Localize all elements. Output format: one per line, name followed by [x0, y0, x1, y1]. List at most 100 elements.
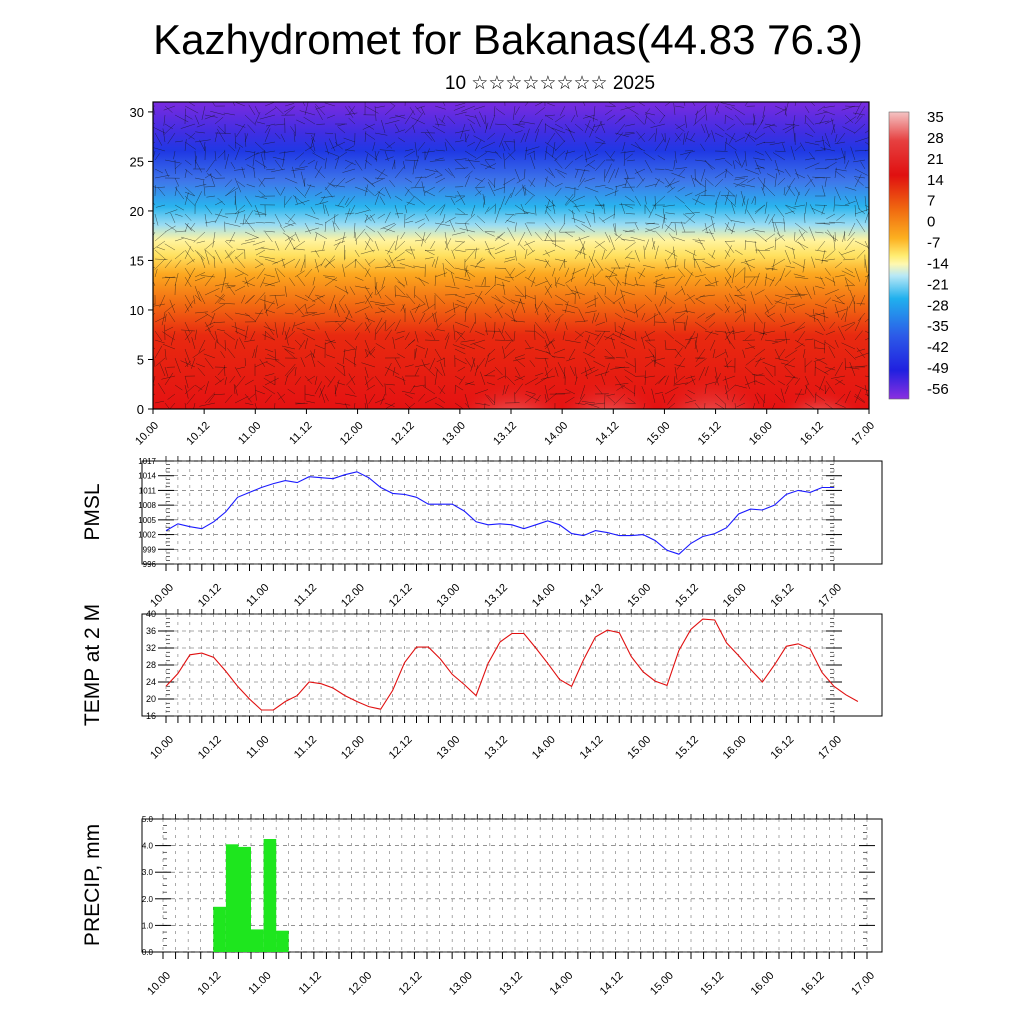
wind-vector [742, 307, 746, 323]
wind-vector [507, 227, 516, 242]
y-tick-label: 28 [146, 660, 156, 670]
wind-vector [544, 123, 555, 130]
wind-vector [844, 237, 855, 251]
wind-vector [834, 186, 842, 201]
wind-vector [614, 115, 626, 125]
wind-vector [196, 240, 206, 244]
wind-vector [254, 263, 264, 269]
wind-vector [643, 245, 646, 260]
wind-vector [435, 149, 446, 152]
heatmap-x-tick-label: 17.00 [849, 420, 877, 448]
wind-vector [764, 150, 773, 162]
wind-vector [487, 251, 496, 260]
wind-vector [529, 360, 536, 368]
wind-vector [365, 349, 376, 359]
wind-vector [194, 155, 197, 170]
wind-vector [634, 357, 636, 373]
wind-vector [724, 402, 727, 409]
wind-vector [244, 295, 255, 305]
wind-vector [423, 386, 436, 395]
wind-vector [724, 303, 730, 313]
wind-vector [287, 388, 296, 395]
wind-vector [814, 330, 824, 335]
wind-vector [582, 351, 596, 359]
wind-vector [503, 348, 516, 359]
wind-vector [554, 277, 560, 287]
wind-vector [258, 190, 266, 197]
y-tick-label: 20 [146, 694, 156, 704]
wind-vector [397, 281, 406, 287]
wind-vector [430, 332, 436, 341]
wind-vector [857, 312, 866, 322]
wind-vector [771, 222, 786, 224]
wind-vector [320, 195, 336, 199]
wind-vector [814, 357, 828, 365]
wind-vector [835, 393, 846, 405]
wind-vector [641, 386, 646, 395]
wind-vector [402, 161, 406, 170]
wind-vector [714, 303, 723, 311]
wind-vector [226, 285, 236, 289]
wind-vector [514, 249, 517, 261]
wind-vector [434, 256, 439, 269]
wind-vector [864, 393, 869, 397]
wind-vector [344, 197, 350, 206]
wind-vector [534, 118, 543, 134]
wind-vector [384, 362, 392, 377]
wind-vector [574, 169, 579, 179]
wind-vector [494, 123, 505, 126]
x-tick-label: 10.12 [196, 734, 224, 762]
wind-vector [694, 274, 706, 278]
wind-vector [330, 184, 346, 188]
wind-vector [470, 357, 476, 372]
wind-vector [764, 339, 778, 342]
wind-vector [444, 238, 452, 251]
wind-vector [455, 330, 466, 343]
wind-vector [605, 275, 616, 287]
wind-vector [489, 114, 496, 130]
wind-vector [444, 285, 460, 289]
wind-vector [474, 186, 482, 195]
wind-vector [345, 149, 356, 152]
wind-vector [167, 132, 176, 144]
wind-vector [659, 294, 666, 307]
wind-vector [780, 362, 796, 368]
wind-vector [319, 388, 326, 404]
wind-vector [374, 266, 391, 269]
wind-vector [494, 305, 504, 314]
wind-vector [174, 357, 181, 374]
wind-vector [704, 384, 707, 395]
wind-vector [364, 213, 372, 222]
wind-vector [214, 116, 224, 125]
wind-vector [634, 195, 641, 207]
wind-vector [195, 131, 206, 134]
wind-vector [784, 105, 787, 117]
wind-vector [316, 123, 326, 125]
wind-vector [255, 221, 266, 224]
wind-vector [782, 123, 796, 131]
wind-vector [385, 321, 396, 332]
wind-vector [637, 271, 646, 278]
wind-vector [374, 150, 380, 161]
wind-vector [164, 225, 176, 233]
wind-vector [224, 394, 233, 404]
wind-vector [464, 249, 476, 263]
wind-vector [316, 296, 326, 305]
wind-vector [414, 303, 420, 314]
wind-vector [604, 357, 615, 360]
wind-vector [774, 393, 784, 403]
wind-vector [184, 276, 191, 287]
wind-vector [447, 115, 456, 125]
y-tick-label: 1014 [138, 472, 156, 481]
wind-vector [262, 385, 276, 395]
wind-vector [266, 309, 276, 314]
wind-vector [414, 155, 420, 170]
wind-vector [254, 112, 261, 125]
wind-vector [406, 201, 416, 206]
wind-vector [674, 132, 681, 141]
wind-vector [554, 313, 564, 323]
wind-vector [409, 246, 416, 260]
wind-vector [204, 321, 211, 333]
wind-vector [156, 246, 166, 251]
wind-vector [724, 321, 731, 334]
